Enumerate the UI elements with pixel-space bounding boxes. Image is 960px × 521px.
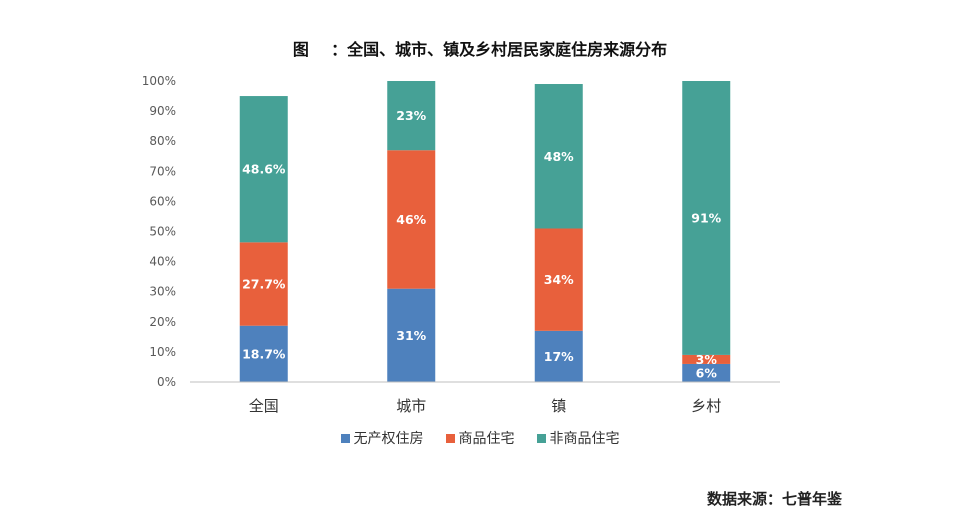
bar-segment xyxy=(239,325,288,382)
chart-legend: 无产权住房 商品住宅 非商品住宅 xyxy=(0,428,960,448)
legend-item: 非商品住宅 xyxy=(536,428,620,448)
legend-swatch xyxy=(340,433,350,443)
data-source-note: 数据来源：七普年鉴 xyxy=(706,490,842,508)
legend-label: 无产权住房 xyxy=(353,431,424,447)
y-tick-label: 40% xyxy=(149,255,176,269)
data-label: 6% xyxy=(696,365,718,380)
data-label: 48% xyxy=(544,149,574,164)
legend-label: 非商品住宅 xyxy=(549,431,620,447)
y-tick-label: 70% xyxy=(149,164,176,178)
data-label: 34% xyxy=(544,272,574,287)
x-category-label: 镇 xyxy=(551,397,566,415)
bar-segment xyxy=(682,363,731,382)
data-label: 17% xyxy=(544,349,574,364)
bar-segment xyxy=(387,150,436,289)
y-tick-label: 10% xyxy=(149,345,176,359)
data-label: 27.7% xyxy=(242,277,286,292)
legend-swatch xyxy=(536,433,546,443)
y-tick-label: 30% xyxy=(149,285,176,299)
bar-segment xyxy=(387,81,436,151)
data-label: 48.6% xyxy=(242,162,286,177)
data-label: 31% xyxy=(396,328,426,343)
bar-segment xyxy=(534,228,583,331)
legend-item: 无产权住房 xyxy=(340,428,424,448)
bar-segment xyxy=(387,288,436,382)
y-tick-label: 60% xyxy=(149,194,176,208)
chart-title: 图 ：全国、城市、镇及乡村居民家庭住房来源分布 xyxy=(292,40,668,59)
y-tick-label: 80% xyxy=(149,134,176,148)
x-category-label: 全国 xyxy=(249,397,279,415)
data-label: 91% xyxy=(691,210,721,225)
legend-swatch xyxy=(445,433,455,443)
legend-item: 商品住宅 xyxy=(445,428,515,448)
legend-label: 商品住宅 xyxy=(458,431,515,447)
bar-segment xyxy=(534,330,583,382)
bar-segment xyxy=(534,84,583,229)
bar-segment xyxy=(682,81,731,355)
data-label: 23% xyxy=(396,108,426,123)
data-label: 18.7% xyxy=(242,346,286,361)
y-tick-label: 90% xyxy=(149,104,176,118)
y-tick-label: 50% xyxy=(149,225,176,239)
x-category-label: 乡村 xyxy=(691,397,721,415)
y-tick-label: 0% xyxy=(157,375,176,389)
data-label: 46% xyxy=(396,212,426,227)
bar-segment xyxy=(239,242,288,326)
data-label: 3% xyxy=(696,352,718,367)
y-tick-label: 20% xyxy=(149,315,176,329)
x-category-label: 城市 xyxy=(396,397,426,415)
bar-segment xyxy=(239,96,288,243)
y-tick-label: 100% xyxy=(142,74,176,88)
bar-segment xyxy=(682,354,731,364)
